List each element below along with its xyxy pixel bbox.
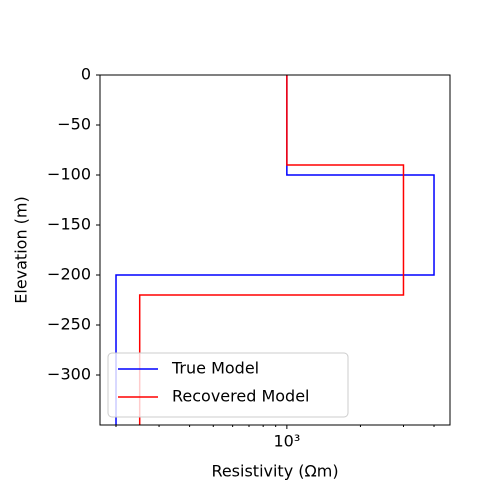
y-tick-label: −250 bbox=[47, 315, 91, 334]
legend-label: True Model bbox=[171, 359, 259, 378]
y-tick-label: −200 bbox=[47, 265, 91, 284]
plot-frame bbox=[99, 74, 451, 426]
legend-box bbox=[107, 352, 349, 418]
y-tick-label: −150 bbox=[47, 215, 91, 234]
x-axis-label: Resistivity (Ωm) bbox=[211, 462, 338, 481]
y-axis-label: Elevation (m) bbox=[12, 196, 31, 303]
y-tick-label: −100 bbox=[47, 165, 91, 184]
y-tick-label: −300 bbox=[47, 365, 91, 384]
y-tick-label: 0 bbox=[81, 65, 91, 84]
legend-label: Recovered Model bbox=[172, 387, 310, 406]
plot-lines bbox=[115, 75, 435, 425]
x-tick-label: 10³ bbox=[273, 432, 300, 451]
line bbox=[138, 75, 405, 425]
y-tick-label: −50 bbox=[57, 115, 91, 134]
